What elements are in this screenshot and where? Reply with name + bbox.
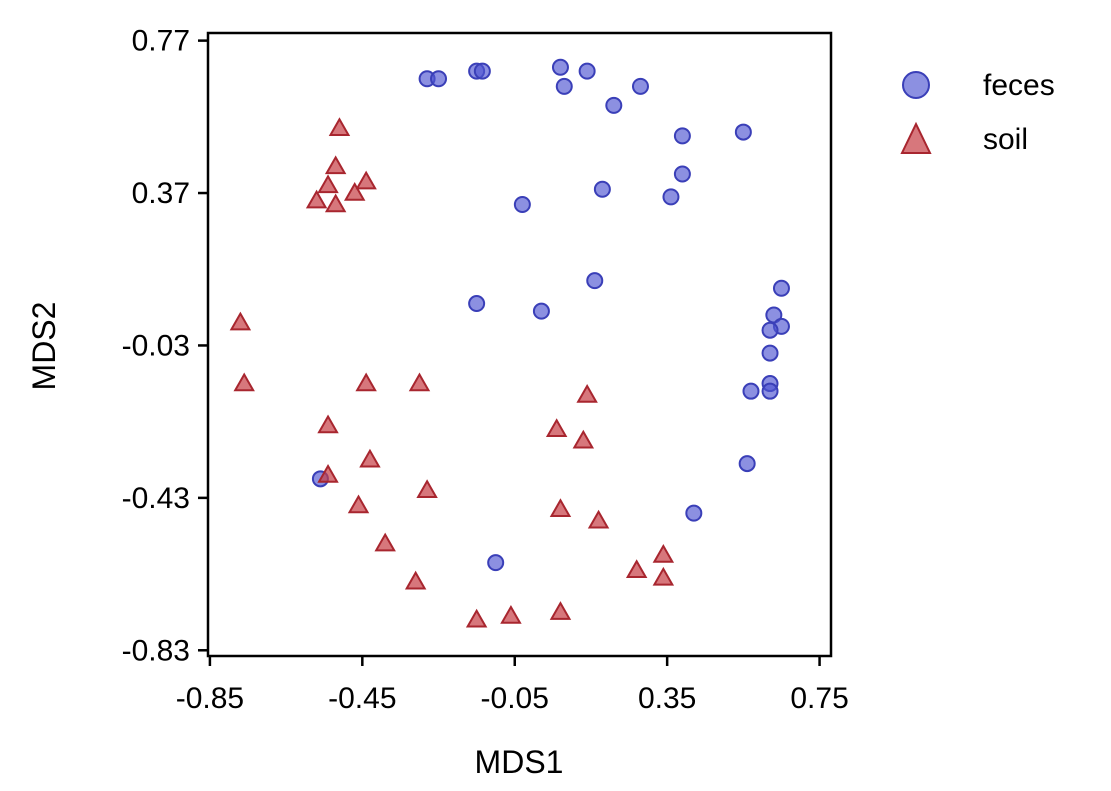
data-point-feces [551, 58, 569, 76]
data-point-soil [324, 193, 347, 213]
data-point-soil [328, 117, 351, 137]
x-axis: -0.85 -0.45 -0.05 0.35 0.75 [176, 656, 849, 715]
data-point-soil [317, 414, 339, 434]
data-point-feces [473, 62, 491, 80]
legend-item-soil: soil [900, 121, 1028, 156]
data-point-soil [317, 174, 339, 194]
data-point-feces [513, 195, 531, 213]
data-point-feces [765, 306, 783, 324]
data-point-soil [355, 170, 377, 190]
points-layer [229, 58, 790, 628]
data-point-soil [416, 479, 438, 498]
data-point-feces [593, 180, 611, 198]
data-point-soil [305, 189, 328, 209]
data-point-soil [229, 311, 252, 331]
data-point-soil [500, 604, 522, 624]
data-point-feces [734, 123, 752, 141]
x-tick-label: -0.85 [176, 682, 244, 715]
y-tick-label: -0.83 [122, 634, 190, 667]
data-point-feces [761, 344, 779, 362]
legend: feces soil [900, 69, 1055, 156]
data-point-feces [662, 188, 680, 206]
data-point-soil [652, 544, 675, 563]
data-point-soil [465, 608, 488, 628]
x-tick-label: 0.75 [790, 682, 848, 715]
data-point-soil [233, 372, 255, 392]
x-tick-label: 0.35 [638, 682, 696, 715]
data-point-soil [355, 372, 377, 392]
y-tick-label: 0.37 [132, 177, 190, 210]
x-tick-label: -0.05 [481, 682, 549, 715]
data-point-feces [761, 321, 779, 339]
data-point-feces [673, 127, 691, 145]
data-point-soil [343, 182, 366, 201]
data-point-feces [430, 70, 448, 88]
legend-item-feces: feces [902, 69, 1055, 102]
data-point-feces [772, 279, 790, 297]
data-point-soil [572, 429, 595, 449]
data-point-soil [576, 383, 598, 403]
data-point-soil [347, 494, 370, 514]
y-tick-label: -0.43 [122, 482, 190, 515]
data-point-soil [317, 463, 339, 483]
data-point-feces [586, 272, 604, 290]
data-point-feces [487, 554, 505, 572]
y-tick-label: 0.77 [132, 25, 190, 58]
data-point-soil [324, 155, 347, 175]
x-tick-label: -0.45 [328, 682, 396, 715]
data-point-soil [374, 532, 396, 552]
data-point-feces [742, 382, 760, 400]
legend-label-soil: soil [983, 123, 1028, 156]
data-point-soil [625, 559, 648, 579]
data-point-feces [605, 96, 623, 114]
data-point-feces [673, 165, 691, 183]
data-point-feces [578, 62, 596, 80]
data-point-soil [545, 418, 568, 438]
y-axis-title: MDS2 [26, 302, 62, 391]
data-point-soil [359, 448, 381, 468]
data-point-soil [652, 566, 675, 586]
data-point-soil [408, 372, 431, 392]
data-point-feces [468, 295, 486, 313]
data-point-feces [685, 504, 703, 522]
data-point-soil [404, 570, 427, 590]
y-axis: 0.77 0.37 -0.03 -0.43 -0.83 [122, 25, 208, 667]
data-point-soil [549, 601, 572, 620]
data-point-feces [761, 382, 779, 400]
data-point-feces [738, 455, 756, 473]
data-point-soil [587, 509, 610, 529]
legend-marker-soil [900, 121, 932, 154]
x-axis-title: MDS1 [475, 744, 564, 780]
y-tick-label: -0.03 [122, 329, 190, 362]
data-point-feces [555, 77, 573, 95]
data-point-feces [532, 302, 550, 320]
legend-marker-feces [902, 71, 930, 99]
data-point-feces [631, 77, 649, 95]
legend-label-feces: feces [983, 69, 1055, 102]
data-point-soil [549, 498, 572, 518]
